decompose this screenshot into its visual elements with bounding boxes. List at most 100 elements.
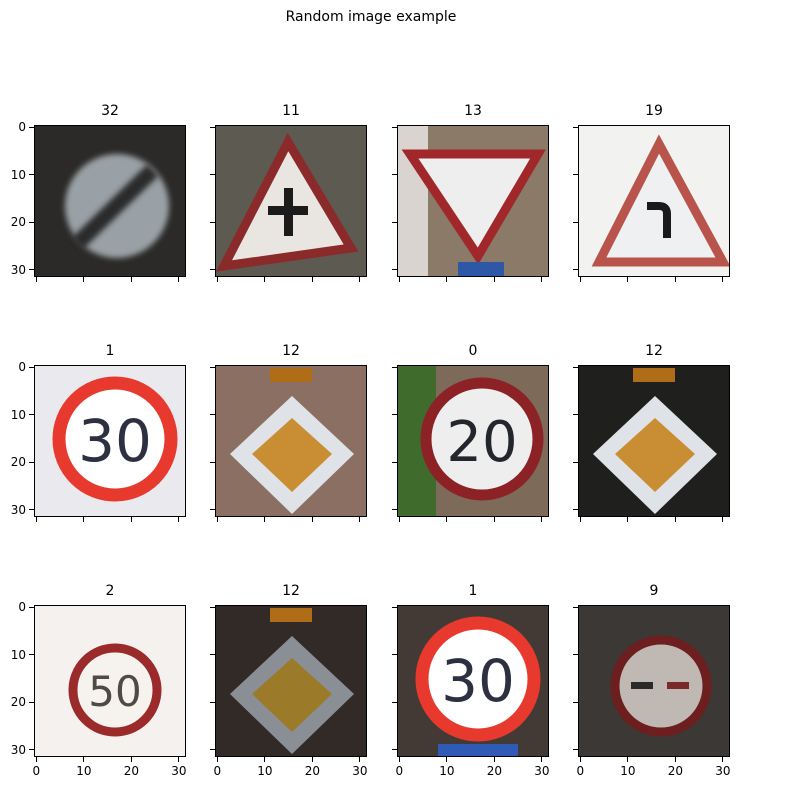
x-tick-label: 0: [395, 764, 404, 778]
sign-plate: [633, 368, 675, 382]
x-tick: [722, 517, 724, 522]
x-tick: [311, 757, 313, 762]
y-tick-label: 30: [10, 262, 26, 277]
x-tick: [493, 517, 495, 522]
y-tick: [573, 749, 578, 751]
y-tick-label: 10: [10, 167, 26, 182]
y-tick: [392, 269, 397, 271]
subplot-title: 0: [468, 343, 478, 359]
traffic-sign-image: [216, 366, 366, 516]
y-tick: [573, 126, 578, 128]
traffic-sign-image: [579, 366, 729, 516]
x-tick-label: 10: [257, 764, 273, 778]
y-tick: [29, 701, 34, 703]
x-tick-label: 0: [213, 764, 222, 778]
x-tick: [264, 517, 266, 522]
x-tick: [216, 757, 218, 762]
x-tick: [674, 517, 676, 522]
subplot-image: 30: [34, 365, 186, 517]
x-tick-label: 0: [32, 764, 41, 778]
y-tick: [392, 461, 397, 463]
subplot-title: 32: [101, 103, 119, 119]
sign-number: 30: [78, 407, 152, 475]
x-tick: [722, 757, 724, 762]
x-tick-label: 0: [576, 764, 585, 778]
y-tick: [29, 414, 34, 416]
sign-plate: [270, 368, 312, 382]
x-tick: [722, 277, 724, 282]
subplot-title: 1: [105, 343, 115, 359]
sign-yellow-center: [615, 418, 695, 492]
x-tick: [35, 517, 37, 522]
sign-disc: [415, 616, 541, 742]
traffic-sign-image: [398, 126, 548, 276]
x-tick-label: 30: [171, 764, 187, 778]
y-tick: [392, 509, 397, 511]
sign-yellow-center: [252, 418, 332, 492]
x-tick-label: 20: [304, 764, 321, 778]
wall: [398, 126, 428, 276]
y-tick: [29, 461, 34, 463]
subplot-title: 9: [649, 583, 659, 599]
x-tick: [627, 757, 629, 762]
y-tick: [392, 221, 397, 223]
sign-plate: [458, 262, 504, 276]
y-tick: [392, 654, 397, 656]
x-tick: [83, 757, 85, 762]
x-tick-label: 10: [439, 764, 455, 778]
x-tick: [493, 757, 495, 762]
traffic-sign-image: [579, 606, 729, 756]
x-tick: [674, 757, 676, 762]
y-tick: [29, 269, 34, 271]
x-tick-label: 30: [534, 764, 550, 778]
y-tick: [210, 606, 215, 608]
y-tick-label: 0: [18, 600, 26, 615]
subplot-title: 2: [105, 583, 115, 599]
y-tick: [573, 221, 578, 223]
x-tick: [216, 277, 218, 282]
subplot-image: [215, 125, 367, 277]
y-tick: [392, 414, 397, 416]
y-tick-label: 0: [18, 120, 26, 135]
y-tick: [29, 509, 34, 511]
x-tick: [311, 277, 313, 282]
y-tick-label: 20: [10, 695, 26, 710]
y-tick: [392, 749, 397, 751]
car-left: [631, 682, 653, 689]
subplot-image: [578, 365, 730, 517]
x-tick: [493, 277, 495, 282]
sign-triangle: [401, 149, 546, 265]
x-tick-label: 30: [352, 764, 368, 778]
subplot-image: 30: [397, 605, 549, 757]
y-tick: [573, 174, 578, 176]
subplot-title: 13: [464, 103, 482, 119]
curve-arrow: [647, 202, 671, 238]
y-tick: [210, 414, 215, 416]
x-tick: [264, 277, 266, 282]
y-tick: [392, 606, 397, 608]
x-tick: [359, 277, 361, 282]
x-tick: [216, 517, 218, 522]
x-tick: [446, 277, 448, 282]
y-tick: [29, 654, 34, 656]
figure-suptitle: Random image example: [285, 9, 457, 25]
x-tick: [83, 277, 85, 282]
x-tick: [83, 517, 85, 522]
traffic-sign-image: [579, 126, 729, 276]
y-tick: [392, 174, 397, 176]
sign-stripe: [71, 164, 159, 250]
y-tick: [29, 126, 34, 128]
x-tick: [541, 277, 543, 282]
y-tick-label: 10: [10, 647, 26, 662]
y-tick: [210, 366, 215, 368]
y-tick: [29, 606, 34, 608]
x-tick: [178, 277, 180, 282]
y-tick: [573, 461, 578, 463]
x-tick: [35, 277, 37, 282]
x-tick: [359, 757, 361, 762]
subplot-image: [215, 365, 367, 517]
y-tick: [573, 414, 578, 416]
y-tick: [573, 269, 578, 271]
x-tick-label: 20: [667, 764, 684, 778]
y-tick: [210, 509, 215, 511]
